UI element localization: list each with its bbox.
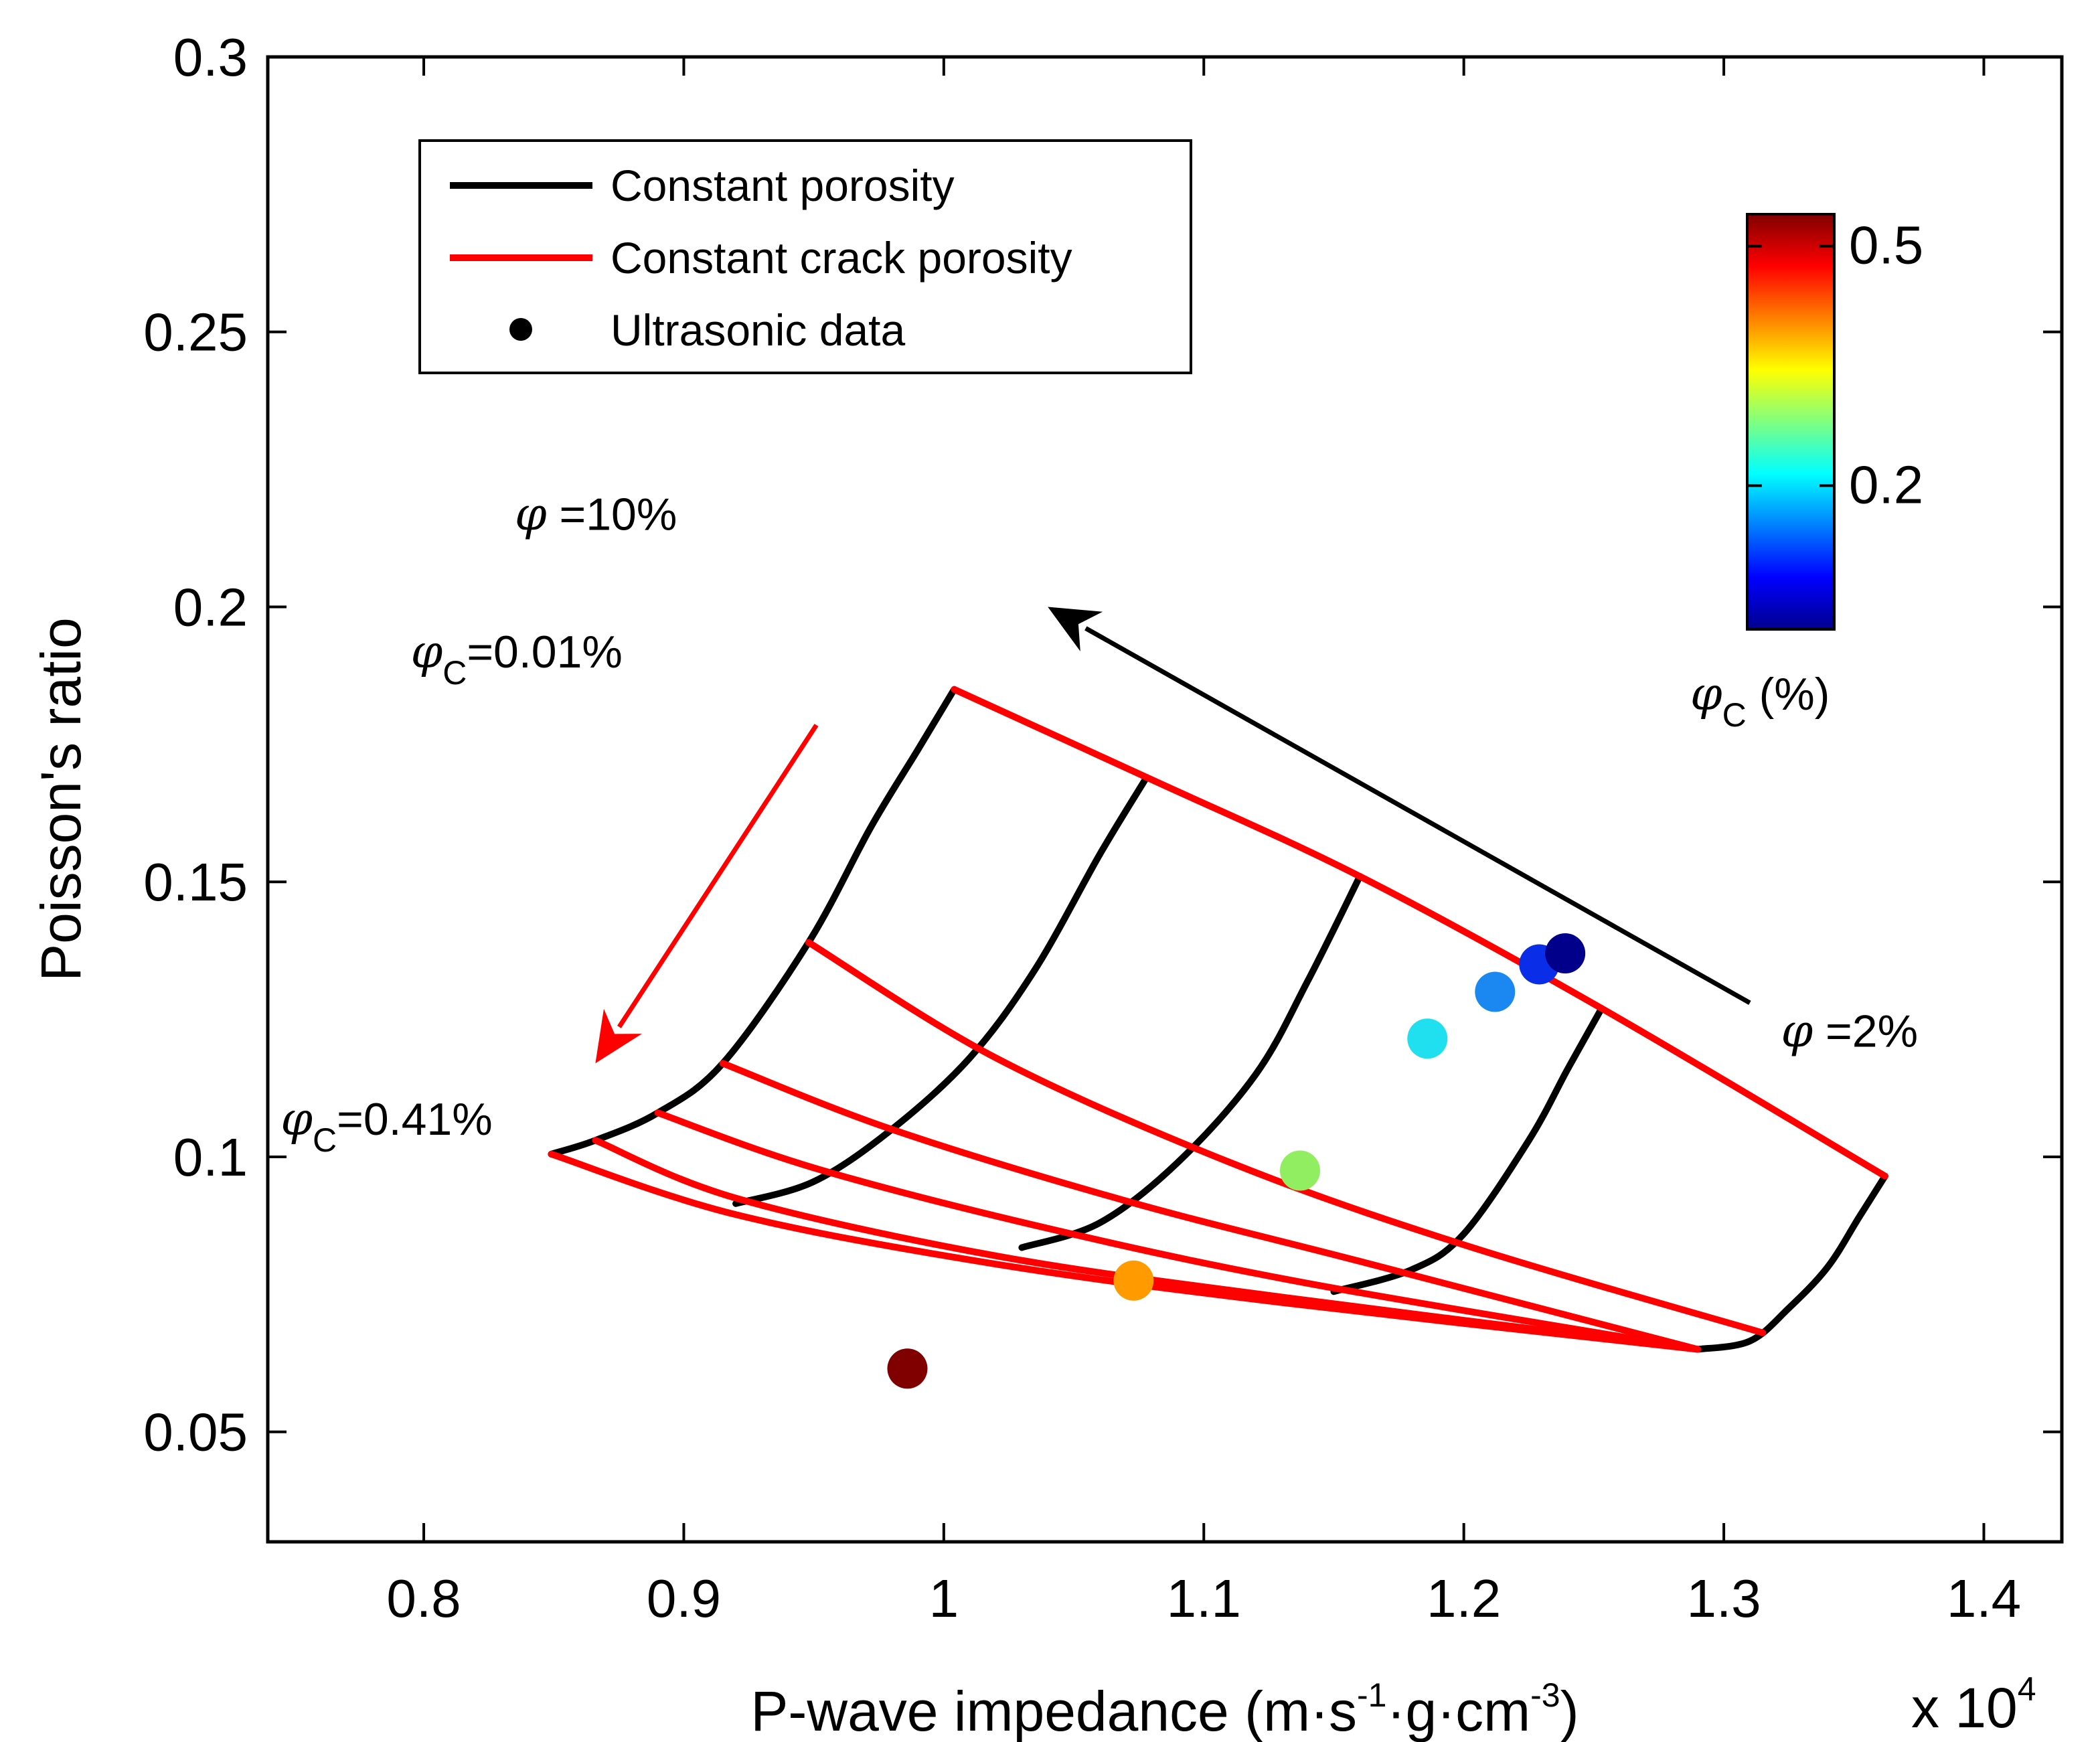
legend-label-ultrasonic-data: Ultrasonic data	[611, 305, 906, 355]
x-axis-title: P-wave impedance (m·s-1·g·cm-3)	[750, 1676, 1579, 1742]
ultrasonic-data-point	[1545, 933, 1586, 974]
arrow-head	[1048, 607, 1103, 651]
legend: Constant porosity Constant crack porosit…	[418, 139, 1192, 374]
annotation-phi-10: φ =10%	[515, 488, 677, 541]
constant-crack-porosity-line	[719, 1060, 1702, 1353]
constant-crack-porosity-line	[654, 1109, 1702, 1353]
y-tick-label: 0.1	[173, 1127, 248, 1187]
ultrasonic-data-point	[1279, 1150, 1320, 1191]
constant-porosity-line	[548, 686, 958, 1158]
constant-crack-porosity-curves	[548, 686, 1888, 1353]
y-tick-labels: 0.05 0.1 0.15 0.2 0.25 0.3	[143, 27, 248, 1462]
annotation-phic-001: φC=0.01%	[411, 626, 623, 692]
x-tick-label: 0.9	[647, 1569, 721, 1628]
y-axis-title: Poisson's ratio	[29, 617, 92, 981]
constant-crack-porosity-line	[951, 686, 1888, 1180]
constant-porosity-line	[732, 774, 1150, 1207]
constant-crack-porosity-line	[592, 1137, 1702, 1353]
x-tick-label: 1	[929, 1569, 959, 1628]
colorbar-tick-label: 0.5	[1849, 216, 1923, 275]
arrow-shaft	[1084, 626, 1751, 1005]
constant-porosity-curves	[548, 686, 1888, 1353]
legend-label-constant-crack-porosity: Constant crack porosity	[611, 233, 1072, 283]
annotation-arrows	[595, 607, 1751, 1064]
x-tick-label: 1.1	[1167, 1569, 1241, 1628]
x-tick-label: 1.4	[1947, 1569, 2021, 1628]
axis-ticks	[268, 56, 2062, 1542]
y-tick-label: 0.2	[173, 577, 248, 637]
constant-crack-porosity-line	[548, 1150, 1702, 1353]
ultrasonic-data-point	[1407, 1018, 1448, 1059]
ultrasonic-data-point	[1113, 1260, 1154, 1301]
y-tick-label: 0.15	[143, 852, 248, 912]
annotation-phic-041: φC=0.41%	[280, 1093, 492, 1159]
legend-swatch-ultrasonic-data	[509, 318, 532, 341]
ultrasonic-data-point	[1475, 971, 1516, 1012]
colorbar: 0.2 0.5 φC (%)	[1690, 213, 1923, 734]
x-tick-label: 1.2	[1427, 1569, 1501, 1628]
legend-label-constant-porosity: Constant porosity	[611, 161, 955, 210]
constant-porosity-line	[1694, 1172, 1888, 1353]
colorbar-gradient	[1746, 213, 1836, 631]
colorbar-ticks: 0.2 0.5	[1747, 216, 1923, 514]
plot-frame	[266, 55, 2064, 1544]
x-tick-label: 1.3	[1686, 1569, 1761, 1628]
ultrasonic-data-point	[887, 1348, 928, 1389]
y-tick-label: 0.05	[143, 1403, 248, 1462]
colorbar-label: φC (%)	[1690, 668, 1830, 734]
ultrasonic-data-points	[887, 933, 1586, 1389]
colorbar-tick-label: 0.2	[1849, 455, 1923, 514]
constant-crack-porosity-line	[805, 939, 1767, 1336]
constant-porosity-line	[1018, 873, 1364, 1251]
arrow-shaft	[617, 724, 819, 1028]
y-tick-label: 0.25	[143, 303, 248, 362]
y-tick-label: 0.3	[173, 27, 248, 87]
annotation-phi-2: φ =2%	[1781, 1006, 1919, 1058]
arrow-head	[595, 1008, 642, 1064]
x-tick-label: 0.8	[386, 1569, 461, 1628]
x-axis-multiplier: x 104	[1911, 1670, 2036, 1739]
x-tick-labels: 0.8 0.9 1 1.1 1.2 1.3 1.4	[386, 1569, 2021, 1628]
